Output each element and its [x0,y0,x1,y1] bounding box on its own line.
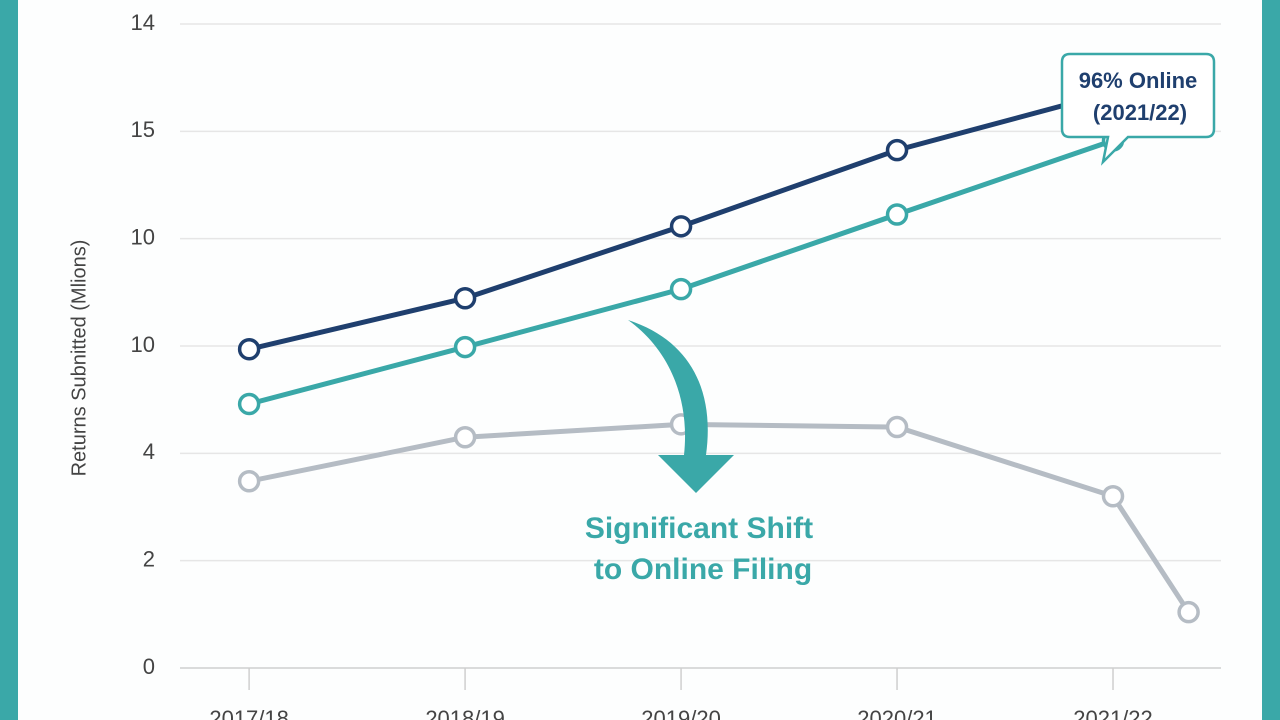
shift-annotation: Significant Shift [585,512,813,545]
left-border [0,0,18,720]
y-tick-label: 0 [143,654,155,679]
y-tick-label: 10 [131,332,155,357]
y-tick-label: 4 [143,439,155,464]
data-point [237,392,261,416]
y-tick-label: 10 [131,224,155,249]
data-point [453,286,477,310]
data-point [885,203,909,226]
data-point [1177,600,1200,624]
data-point [237,337,261,361]
shift-arrow [628,320,734,493]
x-tick-label: 2020/21 [857,706,937,720]
grid: 0 2 4 10 10 15 14 2017/18 2018/19 2019/20 2020/21 2… [131,10,1221,720]
data-point [885,138,909,162]
series-line [248,421,1191,614]
callout-text: 96% Online [1079,68,1198,93]
data-point [237,469,261,493]
y-tick-label: 15 [131,117,155,142]
data-point [453,425,477,449]
lines [237,80,1200,624]
shift-annotation: to Online Filing [594,553,812,586]
data-point [669,277,693,301]
data-point [1101,485,1125,508]
y-tick-label: 14 [131,10,155,35]
x-tick-label: 2021/22 [1073,706,1153,720]
right-border [1262,0,1280,720]
x-tick-label: 2019/20 [641,706,721,720]
callout-box [1060,52,1216,166]
data-point [669,215,693,238]
x-tick-label: 2018/19 [425,706,505,720]
data-point [885,415,909,439]
data-point [453,335,477,359]
y-axis-label: Returns Subnitted (Mlions) [68,240,90,477]
callout-text: (2021/22) [1093,100,1187,125]
x-tick-label: 2017/18 [209,706,289,720]
y-tick-label: 2 [143,546,155,571]
